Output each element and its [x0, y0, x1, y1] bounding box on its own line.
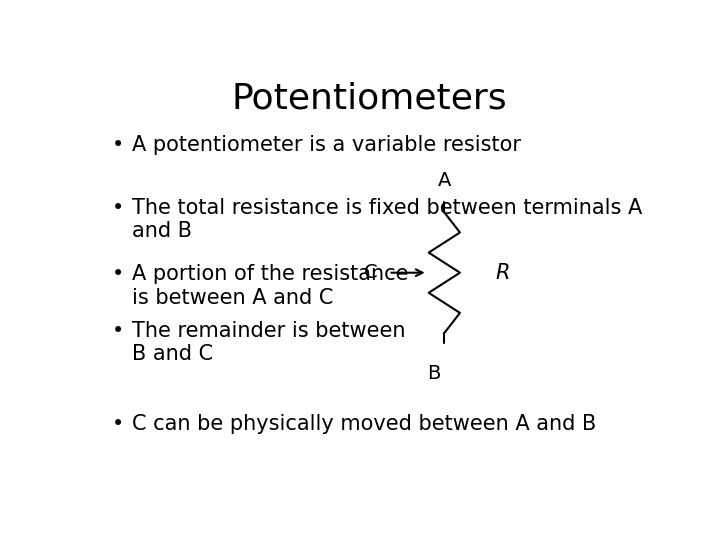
Text: A potentiometer is a variable resistor: A potentiometer is a variable resistor [132, 136, 521, 156]
Text: A portion of the resistance
is between A and C: A portion of the resistance is between A… [132, 265, 408, 308]
Text: The remainder is between
B and C: The remainder is between B and C [132, 321, 405, 364]
Text: B: B [428, 364, 441, 383]
Text: $R$: $R$ [495, 262, 509, 283]
Text: The total resistance is fixed between terminals A
and B: The total resistance is fixed between te… [132, 198, 642, 241]
Text: C: C [364, 263, 377, 282]
Text: •: • [112, 265, 125, 285]
Text: •: • [112, 414, 125, 434]
Text: •: • [112, 198, 125, 218]
Text: C can be physically moved between A and B: C can be physically moved between A and … [132, 414, 596, 434]
Text: Potentiometers: Potentiometers [231, 82, 507, 116]
Text: •: • [112, 321, 125, 341]
Text: •: • [112, 136, 125, 156]
Text: A: A [438, 171, 451, 190]
